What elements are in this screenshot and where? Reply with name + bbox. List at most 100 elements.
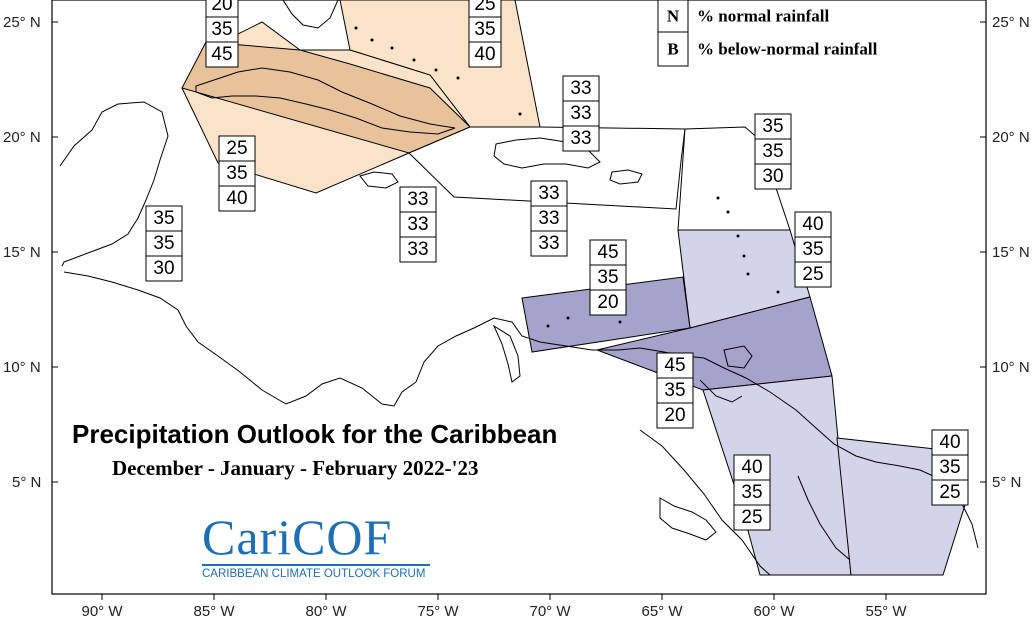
lon-label: 60° W xyxy=(753,603,795,620)
probability-value: 40 xyxy=(474,44,495,65)
probability-value: 25 xyxy=(741,507,762,528)
bahamas-island xyxy=(370,38,374,42)
jamaica-coast xyxy=(359,171,399,189)
windward-island xyxy=(746,272,750,276)
windward-island xyxy=(742,254,746,258)
lon-label: 75° W xyxy=(417,603,459,620)
probability-value: 35 xyxy=(939,457,960,478)
probability-value: 35 xyxy=(153,233,174,254)
probability-value: 45 xyxy=(664,355,685,376)
probability-box-trinidad: 45 35 20 xyxy=(656,352,694,429)
lat-label-left: 10° N xyxy=(3,359,41,376)
probability-value: 20 xyxy=(664,405,685,426)
lon-label: 80° W xyxy=(305,603,347,620)
lat-label-right: 25° N xyxy=(992,14,1030,31)
lat-label-right: 5° N xyxy=(992,474,1021,491)
lon-label: 90° W xyxy=(81,603,123,620)
bahamas-island xyxy=(390,46,394,50)
lat-label-right: 20° N xyxy=(992,129,1030,146)
probability-value: 33 xyxy=(538,208,559,229)
lat-label-right: 15° N xyxy=(992,244,1030,261)
probability-box-guyana: 40 35 25 xyxy=(733,454,771,531)
probability-value: 25 xyxy=(802,264,823,285)
probability-box-belize: 35 35 30 xyxy=(145,205,183,282)
abc-island xyxy=(546,324,550,328)
legend-item-normal: N % normal rainfall xyxy=(657,0,829,33)
map-subtitle: December - January - February 2022-'23 xyxy=(112,456,479,480)
probability-value: 40 xyxy=(939,432,960,453)
probability-value: 35 xyxy=(597,267,618,288)
probability-box-jamaica-south: 33 33 33 xyxy=(399,186,437,263)
probability-value: 20 xyxy=(211,0,232,15)
lat-label-right: 10° N xyxy=(992,359,1030,376)
probability-value: 33 xyxy=(407,214,428,235)
logo-divider xyxy=(202,564,430,566)
windward-island xyxy=(776,290,780,294)
probability-value: 35 xyxy=(741,482,762,503)
trinidad-coast xyxy=(723,345,753,369)
probability-value: 40 xyxy=(226,188,247,209)
region-leeward-north xyxy=(408,126,686,210)
probability-value: 25 xyxy=(939,482,960,503)
probability-value: 45 xyxy=(597,242,618,263)
probability-value: 35 xyxy=(474,19,495,40)
cuba-coast xyxy=(195,67,456,135)
probability-value: 33 xyxy=(538,183,559,204)
probability-value: 40 xyxy=(741,457,762,478)
probability-value: 40 xyxy=(802,214,823,235)
bahamas-island xyxy=(412,58,416,62)
probability-box-northern-leeward: 33 33 33 xyxy=(562,75,600,152)
probability-value: 45 xyxy=(211,44,232,65)
probability-box-abc-islands: 45 35 20 xyxy=(589,239,627,316)
probability-value: 35 xyxy=(226,163,247,184)
probability-value: 35 xyxy=(762,116,783,137)
probability-value: 33 xyxy=(407,239,428,260)
probability-value: 30 xyxy=(762,166,783,187)
lon-label: 55° W xyxy=(865,603,907,620)
probability-value: 35 xyxy=(802,239,823,260)
legend-item-below: B % below-normal rainfall xyxy=(657,31,878,67)
probability-box-cuba-jamaica-belt: 25 35 40 xyxy=(218,135,256,212)
leeward-island xyxy=(716,196,720,200)
caricof-logo: CariCOF CARIBBEAN CLIMATE OUTLOOK FORUM xyxy=(202,512,434,580)
logo-tagline: CARIBBEAN CLIMATE OUTLOOK FORUM xyxy=(202,568,426,580)
turks-caicos-island xyxy=(518,112,522,116)
probability-boxes: 20 35 45 25 35 40 33 33 33 25 35 40 33 3… xyxy=(145,0,969,531)
probability-value: 35 xyxy=(211,19,232,40)
abc-island xyxy=(566,316,570,320)
probability-value: 33 xyxy=(570,128,591,149)
abc-island xyxy=(618,320,622,324)
probability-value: 25 xyxy=(226,138,247,159)
lon-label: 85° W xyxy=(193,603,235,620)
yucatan-coast xyxy=(59,101,169,267)
probability-box-bahamas-north: 20 35 45 xyxy=(205,0,239,68)
bahamas-island xyxy=(456,76,460,80)
logo-wordmark: CariCOF xyxy=(202,509,393,565)
legend: N % normal rainfall B % below-normal rai… xyxy=(657,0,878,67)
legend-text-normal: % normal rainfall xyxy=(697,7,829,26)
probability-value: 33 xyxy=(570,103,591,124)
probability-value: 30 xyxy=(153,258,174,279)
probability-value: 33 xyxy=(538,233,559,254)
probability-value: 35 xyxy=(762,141,783,162)
probability-value: 33 xyxy=(407,189,428,210)
probability-box-leeward-east: 35 35 30 xyxy=(754,113,792,190)
probability-value: 35 xyxy=(153,208,174,229)
legend-text-below: % below-normal rainfall xyxy=(697,40,878,59)
hispaniola-coast xyxy=(493,137,601,169)
probability-box-windward-islands: 40 35 25 xyxy=(794,211,832,288)
map-title: Precipitation Outlook for the Caribbean xyxy=(72,419,558,449)
coastlines xyxy=(59,0,979,576)
probability-box-hispaniola-south: 33 33 33 xyxy=(530,180,568,257)
probability-value: 25 xyxy=(474,0,495,15)
colombia-venezuela-coast xyxy=(415,317,705,383)
amazon-delta xyxy=(659,497,717,541)
probability-box-french-guiana: 40 35 25 xyxy=(931,429,969,506)
probability-value: 35 xyxy=(664,380,685,401)
small-islands xyxy=(354,26,780,328)
venezuela-inland-border xyxy=(639,429,771,576)
lake-maracaibo xyxy=(492,324,521,383)
legend-key-below: B xyxy=(667,40,678,59)
lat-label-left: 25° N xyxy=(3,14,41,31)
